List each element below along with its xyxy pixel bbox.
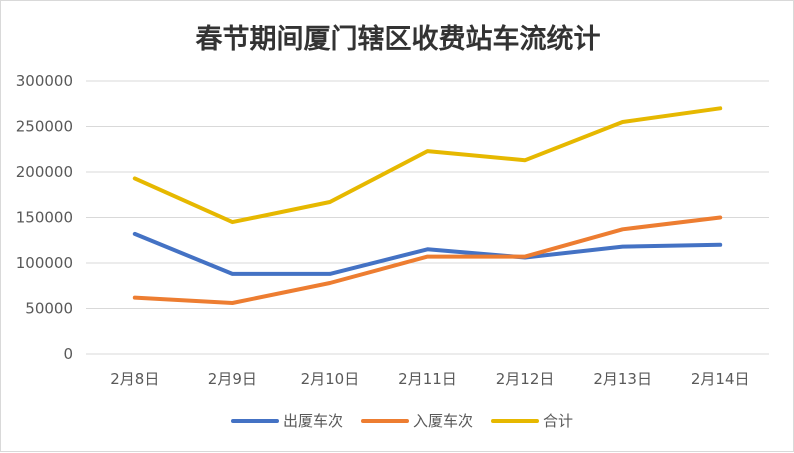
- y-tick-label: 0: [63, 345, 73, 363]
- y-tick-label: 300000: [16, 72, 73, 90]
- x-tick-label: 2月12日: [496, 370, 555, 388]
- legend-item: 入厦车次: [361, 412, 473, 430]
- x-tick-label: 2月9日: [208, 370, 257, 388]
- x-tick-label: 2月11日: [398, 370, 457, 388]
- x-tick-label: 2月14日: [691, 370, 750, 388]
- legend-item: 合计: [491, 412, 573, 430]
- x-tick-label: 2月13日: [593, 370, 652, 388]
- legend-label: 入厦车次: [413, 412, 473, 430]
- chart-title: 春节期间厦门辖区收费站车流统计: [196, 23, 601, 55]
- legend-item: 出厦车次: [231, 412, 343, 430]
- legend-label: 出厦车次: [283, 412, 343, 430]
- series-line-3: [132, 106, 723, 225]
- legend-label: 合计: [543, 412, 573, 430]
- series-line-2: [132, 215, 723, 305]
- series-line-1: [132, 231, 723, 276]
- series-lines: [132, 106, 723, 305]
- y-tick-label: 100000: [16, 254, 73, 272]
- y-tick-label: 250000: [16, 118, 73, 136]
- y-tick-label: 150000: [16, 209, 73, 227]
- x-tick-label: 2月10日: [301, 370, 360, 388]
- x-axis-ticks: 2月8日 2月9日 2月10日 2月11日 2月12日 2月13日 2月14日: [110, 370, 749, 388]
- y-tick-label: 50000: [25, 300, 73, 318]
- y-axis-ticks: 0 50000 100000 150000 200000 250000 300000: [16, 72, 73, 363]
- legend: 出厦车次 入厦车次 合计: [231, 412, 573, 430]
- x-tick-label: 2月8日: [110, 370, 159, 388]
- gridlines: [86, 80, 769, 355]
- y-tick-label: 200000: [16, 163, 73, 181]
